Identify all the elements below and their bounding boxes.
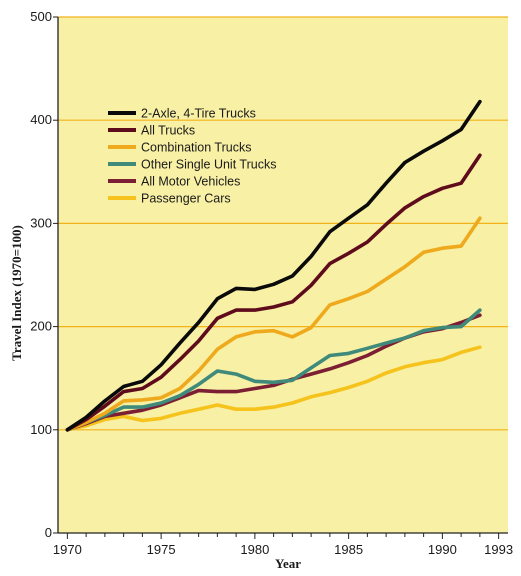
x-tick-label-1970: 1970 (53, 542, 82, 557)
series-line-passenger-cars (65, 345, 482, 432)
legend-label-2-axle-4-tire-trucks: 2-Axle, 4-Tire Trucks (141, 107, 256, 121)
plot-background (58, 17, 508, 533)
x-tick-label-1993: 1993 (484, 542, 513, 557)
y-tick-label-300: 300 (30, 215, 52, 230)
series-lines (65, 99, 482, 432)
y-tick-label-0: 0 (45, 525, 52, 540)
y-tick-label-200: 200 (30, 319, 52, 334)
series-line-combination-trucks (65, 216, 482, 432)
grid-lines (58, 16, 508, 431)
series-line-all-trucks (65, 153, 482, 432)
y-axis-title: Travel Index (1970=100) (9, 225, 24, 361)
series-line-2-axle-4-tire-trucks (65, 99, 482, 432)
legend-label-all-motor-vehicles: All Motor Vehicles (141, 175, 240, 189)
y-tick-label-500: 500 (30, 9, 52, 24)
legend-label-combination-trucks: Combination Trucks (141, 141, 251, 155)
legend: 2-Axle, 4-Tire Trucks All Trucks Combinati… (108, 107, 276, 206)
x-tick-label-1975: 1975 (147, 542, 176, 557)
y-tick-label-100: 100 (30, 422, 52, 437)
tick-labels: 0 100 200 300 400 500 1970 1975 1980 1985 1990 1993 (30, 9, 513, 557)
legend-label-all-trucks: All Trucks (141, 124, 195, 138)
axes (53, 16, 508, 539)
legend-label-passenger-cars: Passenger Cars (141, 192, 231, 206)
x-tick-label-1985: 1985 (334, 542, 363, 557)
legend-label-other-single-unit-trucks: Other Single Unit Trucks (141, 158, 276, 172)
x-tick-label-1990: 1990 (428, 542, 457, 557)
y-tick-label-400: 400 (30, 112, 52, 127)
series-line-other-single-unit-trucks (65, 308, 482, 432)
x-axis-title: Year (275, 556, 301, 571)
x-tick-label-1980: 1980 (240, 542, 269, 557)
